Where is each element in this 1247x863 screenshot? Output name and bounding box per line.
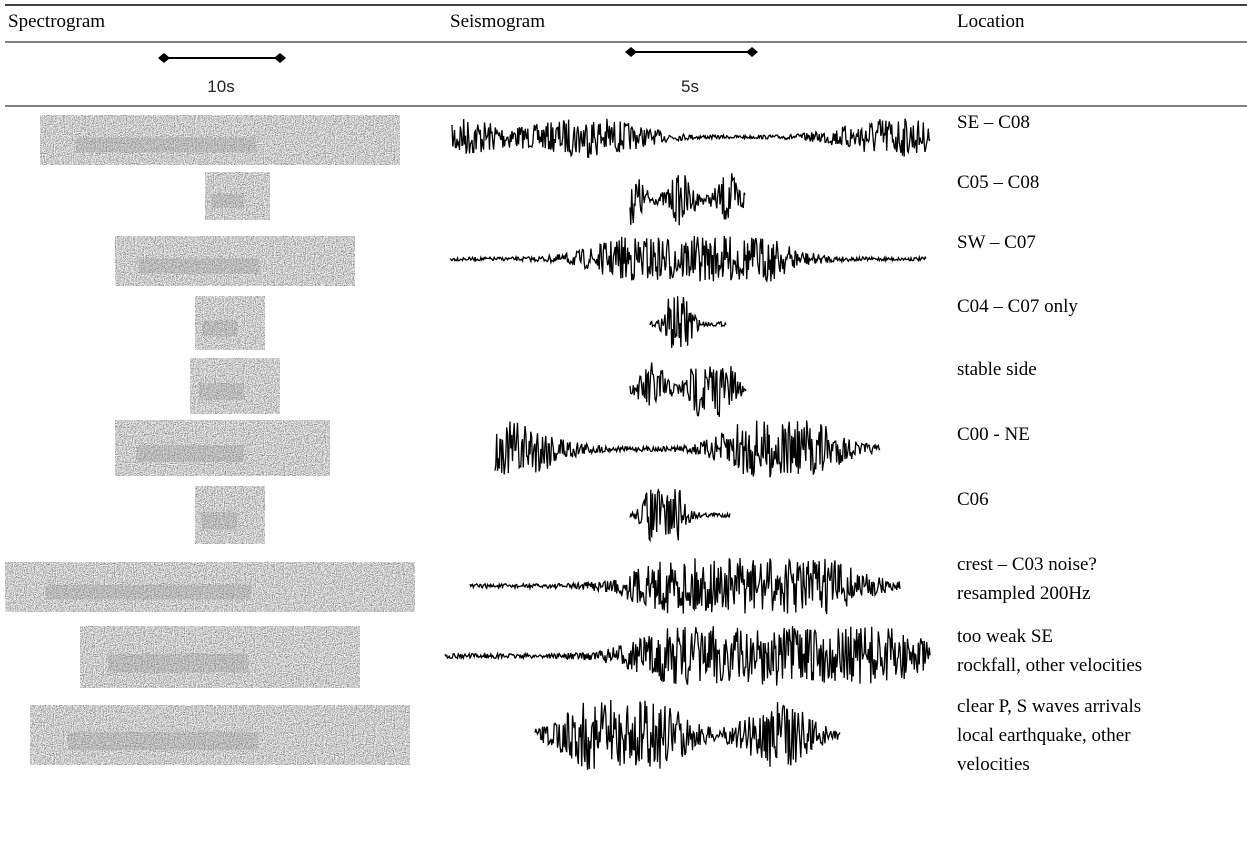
spectrogram-band [139,259,259,274]
spectrogram-image [195,296,265,350]
seismogram-trace [650,296,726,348]
spectrogram-image [115,420,330,476]
column-header: Spectrogram [8,11,105,32]
scale-bar: 5s [625,47,758,96]
spectrogram-band [76,138,256,153]
location-text: SE – C08 [957,112,1030,133]
scale-bar: 10s [158,53,286,96]
spectrogram-image [205,172,270,220]
seismogram-trace [452,119,930,158]
seismogram-trace [630,363,746,417]
spectrogram-band [46,585,251,600]
location-text: C05 – C08 [957,172,1039,193]
location-text: SW – C07 [957,232,1036,253]
location-text: local earthquake, other [957,725,1131,746]
location-text: C06 [957,489,989,510]
seismogram-trace [445,626,930,686]
spectrogram-image [190,358,280,414]
seismogram-trace [630,489,730,540]
scale-label: 10s [207,77,234,96]
location-text: C00 - NE [957,424,1030,445]
location-text: velocities [957,754,1030,775]
spectrogram-image [195,486,265,544]
scale-label: 5s [681,77,699,96]
column-header: Seismogram [450,11,545,32]
seismogram-trace [630,173,745,225]
seismogram-trace [535,700,840,770]
spectrogram-image [80,626,360,688]
column-header: Location [957,11,1025,32]
seismogram-trace [450,236,926,281]
seismogram-trace [470,558,900,614]
seismogram-trace [495,421,880,478]
table-figure: Spectrogram Seismogram Location 10s 5s S… [0,0,1247,863]
location-text: too weak SE [957,626,1053,647]
spectrogram-band [212,194,245,208]
spectrogram-band [202,512,237,529]
location-text: clear P, S waves arrivals [957,696,1141,717]
location-text: stable side [957,359,1037,380]
location-text: rockfall, other velocities [957,655,1142,676]
location-text: resampled 200Hz [957,583,1090,604]
spectrogram-image [5,562,415,612]
spectrogram-image [40,115,400,165]
spectrogram-image [30,705,410,765]
spectrogram-band [199,383,244,400]
spectrogram-band [108,654,248,673]
location-text: crest – C03 noise? [957,554,1097,575]
spectrogram-band [202,320,237,336]
spectrogram-image [115,236,355,286]
location-text: C04 – C07 only [957,296,1078,317]
spectrogram-band [68,732,258,750]
spectrogram-band [137,445,245,462]
